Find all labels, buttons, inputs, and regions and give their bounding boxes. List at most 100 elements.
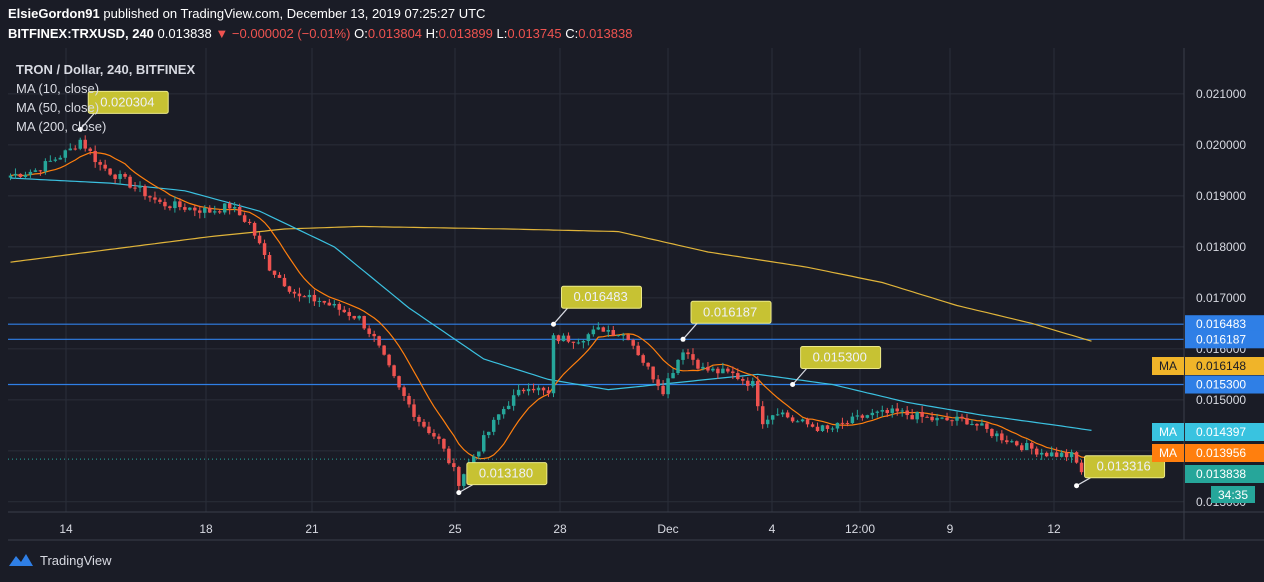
candle-body	[457, 467, 461, 486]
price-label-bg	[1185, 375, 1264, 394]
candle-body	[53, 159, 58, 161]
candle-body	[1059, 452, 1064, 457]
author-name[interactable]: ElsieGordon91	[8, 6, 100, 21]
candle-body	[382, 345, 386, 355]
candle-body	[1044, 452, 1049, 457]
candle-body	[93, 150, 97, 163]
price-label-bg	[1185, 465, 1264, 483]
candle-body	[506, 405, 511, 410]
price-axis-label: 0.013838	[1185, 465, 1264, 483]
candle-body	[751, 381, 755, 386]
legend-title[interactable]: TRON / Dollar, 240, BITFINEX	[16, 62, 196, 77]
candle-body	[78, 139, 82, 149]
candle-body	[636, 345, 640, 356]
price-callout[interactable]: 0.015300	[790, 346, 882, 388]
candle-body	[775, 414, 780, 416]
callout-anchor	[550, 321, 556, 327]
candle-body	[885, 410, 890, 414]
legend-ma200[interactable]: MA (200, close)	[16, 119, 107, 134]
candle-body	[262, 243, 267, 256]
candle-body	[407, 395, 411, 405]
ma-tag-bg	[1152, 444, 1184, 462]
candle-body	[920, 412, 924, 417]
callout-pointer	[79, 112, 95, 130]
candle-body	[442, 438, 446, 449]
candle-body	[486, 431, 491, 436]
callout-box	[466, 462, 548, 486]
price-label-text: 0.013956	[1196, 446, 1246, 460]
x-tick-label: Dec	[657, 522, 678, 536]
candle-body	[746, 380, 750, 386]
candle-body	[561, 335, 566, 342]
candle-body	[277, 274, 282, 278]
candle-body	[352, 315, 356, 319]
candle-body	[1025, 443, 1029, 451]
candle-body	[287, 286, 292, 292]
candle-body	[282, 277, 287, 287]
candle-body	[193, 207, 197, 211]
candle-body	[965, 418, 969, 425]
price-callout[interactable]: 0.016187	[680, 300, 772, 342]
candle-body	[98, 162, 102, 165]
ma50-line	[10, 177, 1092, 431]
price-callout[interactable]: 0.013180	[456, 462, 548, 496]
candle-body	[586, 334, 591, 341]
ma-tag-bg	[1152, 423, 1184, 441]
price-callout[interactable]: 0.016483	[550, 285, 642, 327]
open-value: 0.013804	[367, 26, 423, 41]
candle-body	[850, 416, 855, 424]
candle-body	[691, 354, 695, 360]
candle-body	[477, 451, 481, 457]
candle-body	[556, 335, 561, 342]
candle-body	[905, 410, 909, 416]
legend-ma50[interactable]: MA (50, close)	[16, 100, 100, 115]
bar-countdown: 34:35	[1211, 486, 1255, 503]
candle-body	[1054, 452, 1059, 457]
callout-box	[690, 300, 772, 324]
y-tick-label: 0.021000	[1196, 87, 1246, 101]
price-callouts[interactable]: 0.020304 0.016483 0.016187 0.015300 0.013180…	[77, 90, 1166, 496]
candle-body	[357, 316, 361, 319]
candle-body	[163, 201, 167, 207]
x-tick-label: 21	[305, 522, 319, 536]
candle-body	[173, 201, 177, 209]
candle-body	[890, 408, 894, 414]
open-label: O:	[354, 26, 368, 41]
candle-body	[212, 211, 217, 213]
candle-body	[73, 148, 77, 150]
legend-ma10[interactable]: MA (10, close)	[16, 81, 100, 96]
price-axis-label: 0.016187	[1185, 330, 1264, 349]
candle-body	[935, 417, 939, 421]
price-label-text: 0.016148	[1196, 359, 1246, 373]
callout-pointer	[1076, 477, 1091, 487]
candle-body	[482, 435, 486, 452]
candle-body	[1034, 448, 1039, 455]
candle-body	[188, 207, 192, 210]
countdown-bg	[1211, 486, 1255, 503]
callout-anchor	[1074, 483, 1080, 489]
footer-brand[interactable]: TradingView	[8, 552, 112, 568]
candle-body	[232, 207, 237, 209]
price-callout[interactable]: 0.020304	[77, 90, 169, 132]
candle-body	[581, 340, 586, 343]
high-label: H:	[425, 26, 439, 41]
x-tick-label: 12:00	[845, 522, 875, 536]
candle-body	[1015, 441, 1019, 446]
candle-body	[815, 426, 820, 431]
price-label-text: 0.016483	[1196, 317, 1246, 331]
candle-body	[501, 409, 506, 415]
callout-box	[87, 90, 169, 114]
candle-body	[995, 433, 999, 437]
ma-tag-bg	[1152, 357, 1184, 375]
candle-body	[930, 416, 934, 421]
candle-body	[701, 366, 705, 369]
callout-anchor	[790, 382, 796, 388]
candle-body	[825, 425, 830, 429]
candle-body	[755, 381, 760, 407]
candle-body	[666, 378, 670, 395]
candle-body	[1064, 452, 1069, 458]
candle-body	[1010, 441, 1014, 443]
price-callout[interactable]: 0.013316	[1074, 455, 1166, 489]
callout-box	[800, 346, 882, 370]
